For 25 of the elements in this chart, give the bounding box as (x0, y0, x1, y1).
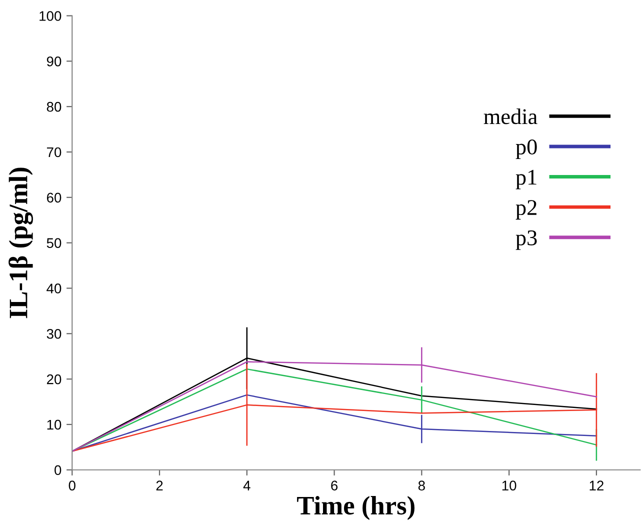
y-tick-label: 90 (46, 56, 62, 66)
x-tick-label: 12 (590, 480, 604, 490)
legend-label: p0 (516, 139, 537, 159)
y-tick-label: 0 (54, 465, 62, 476)
y-tick-label: 20 (46, 374, 62, 384)
x-tick-label: 4 (243, 480, 250, 490)
x-tick-label: 8 (418, 480, 425, 490)
y-tick-label: 10 (47, 420, 62, 430)
legend-label: p3 (516, 230, 537, 250)
y-tick-label: 100 (40, 11, 62, 21)
x-axis-title: Time (hrs) (297, 496, 414, 520)
y-axis-title: IL-1β (pg/ml) (8, 168, 33, 318)
x-tick-label: 6 (331, 480, 338, 490)
y-tick-label: 30 (46, 328, 62, 339)
y-tick-label: 70 (46, 147, 62, 158)
legend-label: media (484, 108, 538, 124)
x-tick-label: 10 (502, 480, 516, 490)
legend-label: p1 (516, 170, 536, 190)
y-tick-label: 80 (46, 102, 62, 112)
x-tick-label: 2 (156, 480, 163, 490)
legend-label: p2 (516, 200, 536, 220)
x-tick-label: 0 (68, 480, 76, 490)
y-tick-label: 60 (46, 192, 62, 203)
y-tick-label: 50 (46, 238, 62, 248)
y-tick-label: 40 (46, 284, 62, 294)
